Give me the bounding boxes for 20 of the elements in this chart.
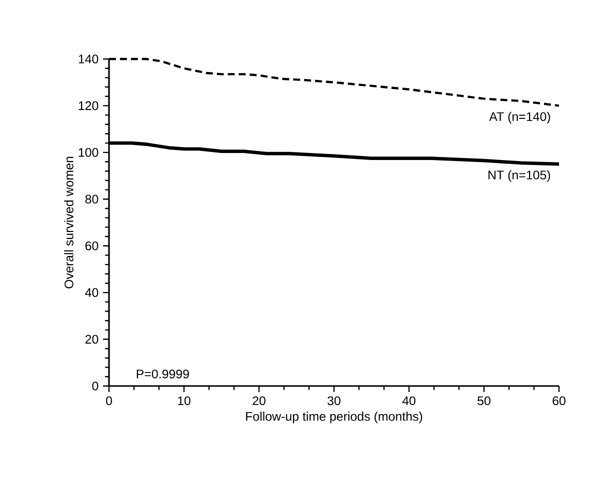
y-axis-title: Overall survived women	[64, 156, 74, 288]
y-tick-label: 0	[92, 382, 98, 390]
x-tick-label: 50	[478, 396, 490, 406]
series-label: AT (n=140)	[489, 112, 550, 124]
x-axis-title: Follow-up time periods (months)	[246, 412, 422, 424]
x-tick-label: 40	[402, 396, 416, 406]
y-tick-label: 140	[78, 54, 98, 64]
annotation: P=0.9999	[136, 370, 189, 378]
y-tick-label: 20	[85, 334, 98, 344]
series-label: NT (n=105)	[488, 170, 550, 182]
x-tick-label: 30	[328, 396, 340, 406]
y-tick-label: 120	[78, 101, 98, 110]
x-tick-label: 20	[252, 396, 266, 406]
y-tick-label: 80	[85, 194, 98, 204]
x-tick-label: 60	[552, 396, 566, 406]
y-tick-label: 40	[85, 288, 98, 297]
y-tick-label: 100	[78, 148, 98, 157]
x-tick-label: 10	[178, 396, 190, 406]
x-tick-label: 0	[106, 396, 112, 406]
y-tick-label: 60	[85, 241, 98, 250]
